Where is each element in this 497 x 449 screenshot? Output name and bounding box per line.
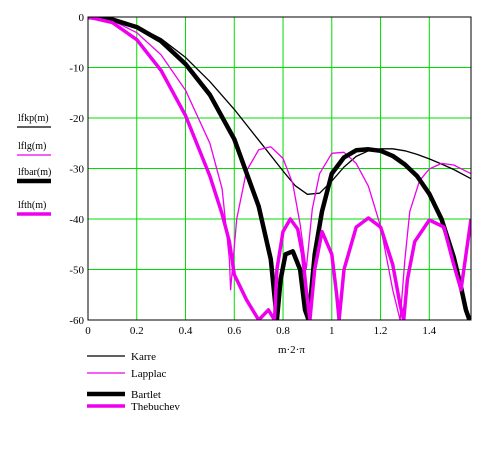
y-tick-label: -10 [69, 63, 84, 75]
series-line-karre [88, 17, 471, 195]
y-axis-labels: lfkp(m) lflg(m) lfbar(m) lfth(m) [17, 113, 51, 216]
y-axis-label: lfbar(m) [18, 167, 51, 178]
x-tick-label: 0.6 [227, 325, 241, 337]
x-tick-labels: 0 0.2 0.4 0.6 0.8 1 1.2 1.4 [85, 325, 436, 337]
plot-frame [87, 16, 472, 321]
y-tick-label: -20 [69, 113, 84, 125]
y-tick-labels: 0 -10 -20 -30 -40 -50 -60 [69, 12, 84, 327]
y-tick-label: -50 [69, 265, 84, 277]
x-tick-label: 0.2 [130, 325, 144, 337]
x-tick-label: 0 [85, 325, 91, 337]
x-tick-label: 0.4 [179, 325, 193, 337]
x-tick-label: 0.8 [276, 325, 290, 337]
y-tick-label: 0 [79, 12, 85, 24]
y-tick-label: -60 [69, 315, 84, 327]
y-tick-label: -40 [69, 214, 84, 226]
plot-series [88, 17, 471, 320]
x-tick-label: 1.2 [374, 325, 388, 337]
y-axis-label: lfkp(m) [18, 113, 49, 124]
series-line-lapplac [88, 17, 471, 320]
series-line-thebuchev [88, 17, 471, 320]
legend-label: Thebuchev [131, 401, 180, 413]
y-tick-label: -30 [69, 164, 84, 176]
legend-label: Lapplac [131, 368, 167, 380]
y-axis-label: lflg(m) [18, 141, 46, 152]
x-axis-label: m·2·π [278, 344, 305, 356]
x-tick-label: 1.4 [422, 325, 436, 337]
legend-label: Bartlet [131, 389, 161, 401]
y-axis-label: lfth(m) [18, 200, 46, 211]
legend-label: Karre [131, 351, 156, 363]
x-tick-label: 1 [329, 325, 335, 337]
